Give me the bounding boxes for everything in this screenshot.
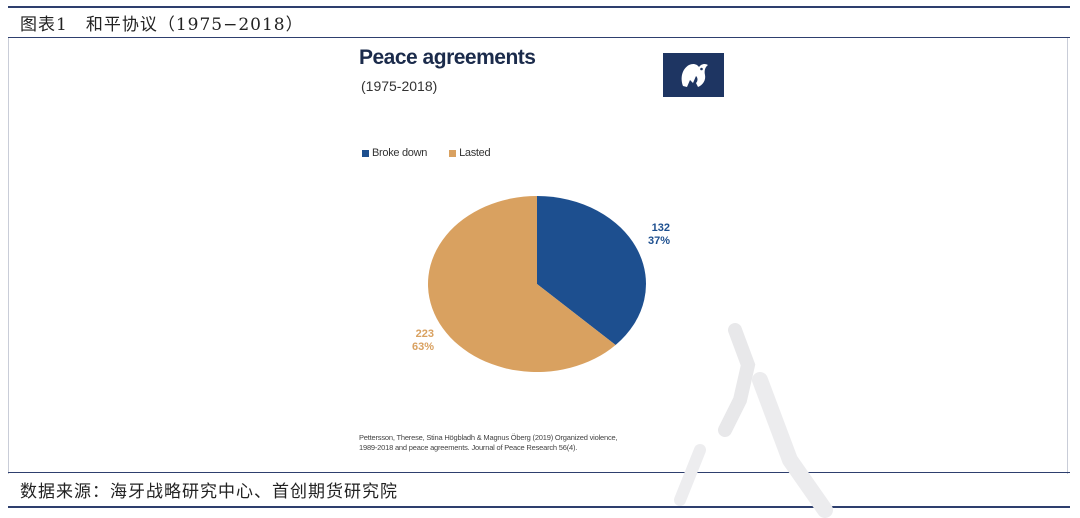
legend-item-lasted: Lasted [449, 147, 491, 159]
chart-area [8, 38, 1068, 474]
legend-label-lasted: Lasted [459, 147, 491, 159]
figure-frame: 图表1 和平协议（1975−2018） 数据来源：海牙战略研究中心、首创期货研究… [8, 6, 1070, 508]
citation-line-2: 1989-2018 and peace agreements. Journal … [359, 443, 578, 452]
chart-legend: Broke down Lasted [362, 147, 491, 159]
chart-citation: Pettersson, Therese, Stina Högbladh & Ma… [359, 433, 719, 453]
slice-value-lasted: 223 [415, 328, 434, 340]
dove-logo-icon [663, 53, 724, 97]
chart-subtitle: (1975-2018) [361, 78, 438, 94]
header-divider [8, 37, 1070, 38]
legend-item-broke-down: Broke down [362, 147, 427, 159]
pie-slice-lasted [428, 196, 616, 372]
legend-swatch-lasted [449, 149, 457, 157]
slice-value-broke-down: 132 [651, 222, 670, 234]
pie-slice-broke-down [537, 196, 646, 345]
slice-label-lasted: 223 63% [392, 328, 434, 354]
slice-label-broke-down: 132 37% [628, 222, 670, 248]
chart-title: Peace agreements [359, 46, 536, 69]
legend-swatch-broke-down [362, 149, 369, 157]
legend-label-broke-down: Broke down [372, 147, 428, 159]
slice-percent-broke-down: 37% [647, 235, 670, 247]
slice-percent-lasted: 63% [411, 341, 434, 353]
source-note: 数据来源：海牙战略研究中心、首创期货研究院 [20, 482, 398, 502]
footer-divider [8, 472, 1070, 473]
citation-line-1: Pettersson, Therese, Stina Högbladh & Ma… [359, 433, 618, 442]
figure-title: 图表1 和平协议（1975−2018） [20, 15, 304, 35]
watermark-icon [674, 323, 833, 518]
